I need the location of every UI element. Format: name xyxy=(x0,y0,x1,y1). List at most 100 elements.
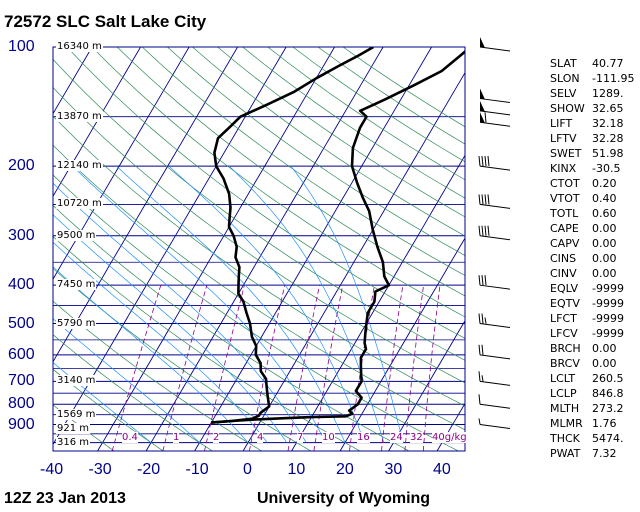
index-value: 0.00 xyxy=(592,222,617,235)
pressure-tick-label: 900 xyxy=(8,415,35,433)
index-value: 0.00 xyxy=(592,357,617,370)
isotherm-line xyxy=(436,402,465,451)
mixing-ratio-line xyxy=(204,285,245,451)
mixing-ratio-label: 2 xyxy=(213,432,220,443)
isotherm-line xyxy=(242,71,465,451)
dry-adiabat-line xyxy=(66,47,465,339)
index-value: 0.20 xyxy=(592,177,617,190)
mixing-ratio-line xyxy=(111,285,162,451)
height-label: 13870 m xyxy=(56,110,103,122)
pressure-tick-label: 600 xyxy=(8,345,35,363)
mixing-ratio-label: 32 xyxy=(410,432,423,443)
wind-barb-feather xyxy=(484,156,487,167)
index-key: THCK xyxy=(550,432,580,445)
wind-barbs xyxy=(478,37,511,430)
wind-barb xyxy=(479,424,511,430)
moist-adiabat-line xyxy=(53,318,200,443)
temperature-profile xyxy=(211,49,465,424)
index-value: 7.32 xyxy=(592,447,617,460)
index-key: LCLP xyxy=(550,387,577,400)
data-source: University of Wyoming xyxy=(257,490,431,507)
mixing-ratio-line xyxy=(313,285,344,451)
dry-adiabat-line xyxy=(53,334,213,451)
wind-barb xyxy=(479,403,511,409)
index-value: -111.95 xyxy=(592,72,635,85)
index-value: 846.8 xyxy=(592,387,624,400)
pressure-tick-label: 200 xyxy=(8,157,35,175)
index-value: -9999 xyxy=(592,327,624,340)
index-key: SHOW xyxy=(550,102,585,115)
index-value: 51.98 xyxy=(592,147,624,160)
wind-barb-feather xyxy=(481,156,484,167)
dewpoint-profile xyxy=(211,47,375,424)
index-key: VTOT xyxy=(550,192,580,205)
index-value: 1289. xyxy=(592,87,624,100)
index-key: LFCT xyxy=(550,312,577,325)
temperature-tick-label: 0 xyxy=(243,461,252,478)
isotherm-line xyxy=(53,47,93,115)
dry-adiabat-line xyxy=(53,58,465,361)
index-key: EQTV xyxy=(550,297,580,310)
wind-barb-feather xyxy=(481,275,484,286)
wind-barb xyxy=(479,354,511,360)
mixing-ratio-label: 4 xyxy=(257,432,264,443)
height-label: 10720 m xyxy=(56,198,103,210)
pressure-tick-label: 500 xyxy=(8,314,35,332)
wind-barb-feather xyxy=(478,194,481,205)
plot-frame xyxy=(52,46,466,452)
dry-adiabat-line xyxy=(192,47,465,237)
index-key: KINX xyxy=(550,162,577,175)
wind-barb-feather xyxy=(478,394,481,405)
index-value: 32.18 xyxy=(592,117,624,130)
isotherm-line xyxy=(145,47,384,451)
temperature-tick-label: 10 xyxy=(287,461,306,478)
moist-adiabat-line xyxy=(168,165,365,443)
wind-barb-feather xyxy=(481,225,484,236)
wind-barb-feather xyxy=(478,313,481,324)
dry-adiabat-line xyxy=(91,47,465,318)
index-key: TOTL xyxy=(550,207,579,220)
height-label: 5790 m xyxy=(56,317,97,329)
index-key: LCLT xyxy=(550,372,576,385)
wind-barb-feather xyxy=(487,225,490,236)
temperature-tick-label: 20 xyxy=(336,461,354,478)
dry-adiabat-line xyxy=(53,144,465,431)
dry-adiabat-line xyxy=(53,267,312,451)
mixing-ratio-label: 40g/kg xyxy=(432,432,467,443)
isotherm-line xyxy=(53,47,287,446)
dry-adiabat-line xyxy=(53,115,465,407)
wind-barb-feather xyxy=(481,194,484,205)
pressure-tick-label: 400 xyxy=(8,276,35,294)
height-label: 9500 m xyxy=(56,229,97,241)
mixing-ratio-label: 10 xyxy=(322,432,335,443)
wind-barb-feather xyxy=(484,112,487,123)
moist-adiabat-line xyxy=(116,165,346,443)
moist-adiabat-line xyxy=(53,362,152,443)
temperature-tick-label: -30 xyxy=(88,461,112,478)
index-key: CINV xyxy=(550,267,577,280)
height-label: 12140 m xyxy=(56,160,103,172)
height-label: 921 m xyxy=(56,423,91,435)
wind-barb-feather xyxy=(487,156,490,167)
index-value: -9999 xyxy=(592,297,624,310)
index-key: LFTV xyxy=(550,132,577,145)
index-key: PWAT xyxy=(550,447,581,460)
mixing-ratio-line xyxy=(404,285,424,451)
dry-adiabat-line xyxy=(53,86,465,384)
wind-barb-half xyxy=(484,317,487,324)
isotherm-line xyxy=(53,47,190,280)
wind-barb-feather xyxy=(478,156,481,167)
isotherm-line xyxy=(53,47,238,363)
index-key: LFCV xyxy=(550,327,578,340)
dry-adiabat-line xyxy=(53,404,115,451)
wind-barb-feather xyxy=(484,225,487,236)
isotherm-line xyxy=(97,47,335,451)
index-key: BRCH xyxy=(550,342,581,355)
observation-time: 12Z 23 Jan 2013 xyxy=(4,490,126,507)
wind-barb-feather xyxy=(478,225,481,236)
profiles xyxy=(211,47,465,424)
wind-barb xyxy=(479,380,511,386)
isotherm-line xyxy=(388,319,465,451)
dry-adiabat-line xyxy=(53,236,361,451)
wind-barb xyxy=(479,46,511,52)
